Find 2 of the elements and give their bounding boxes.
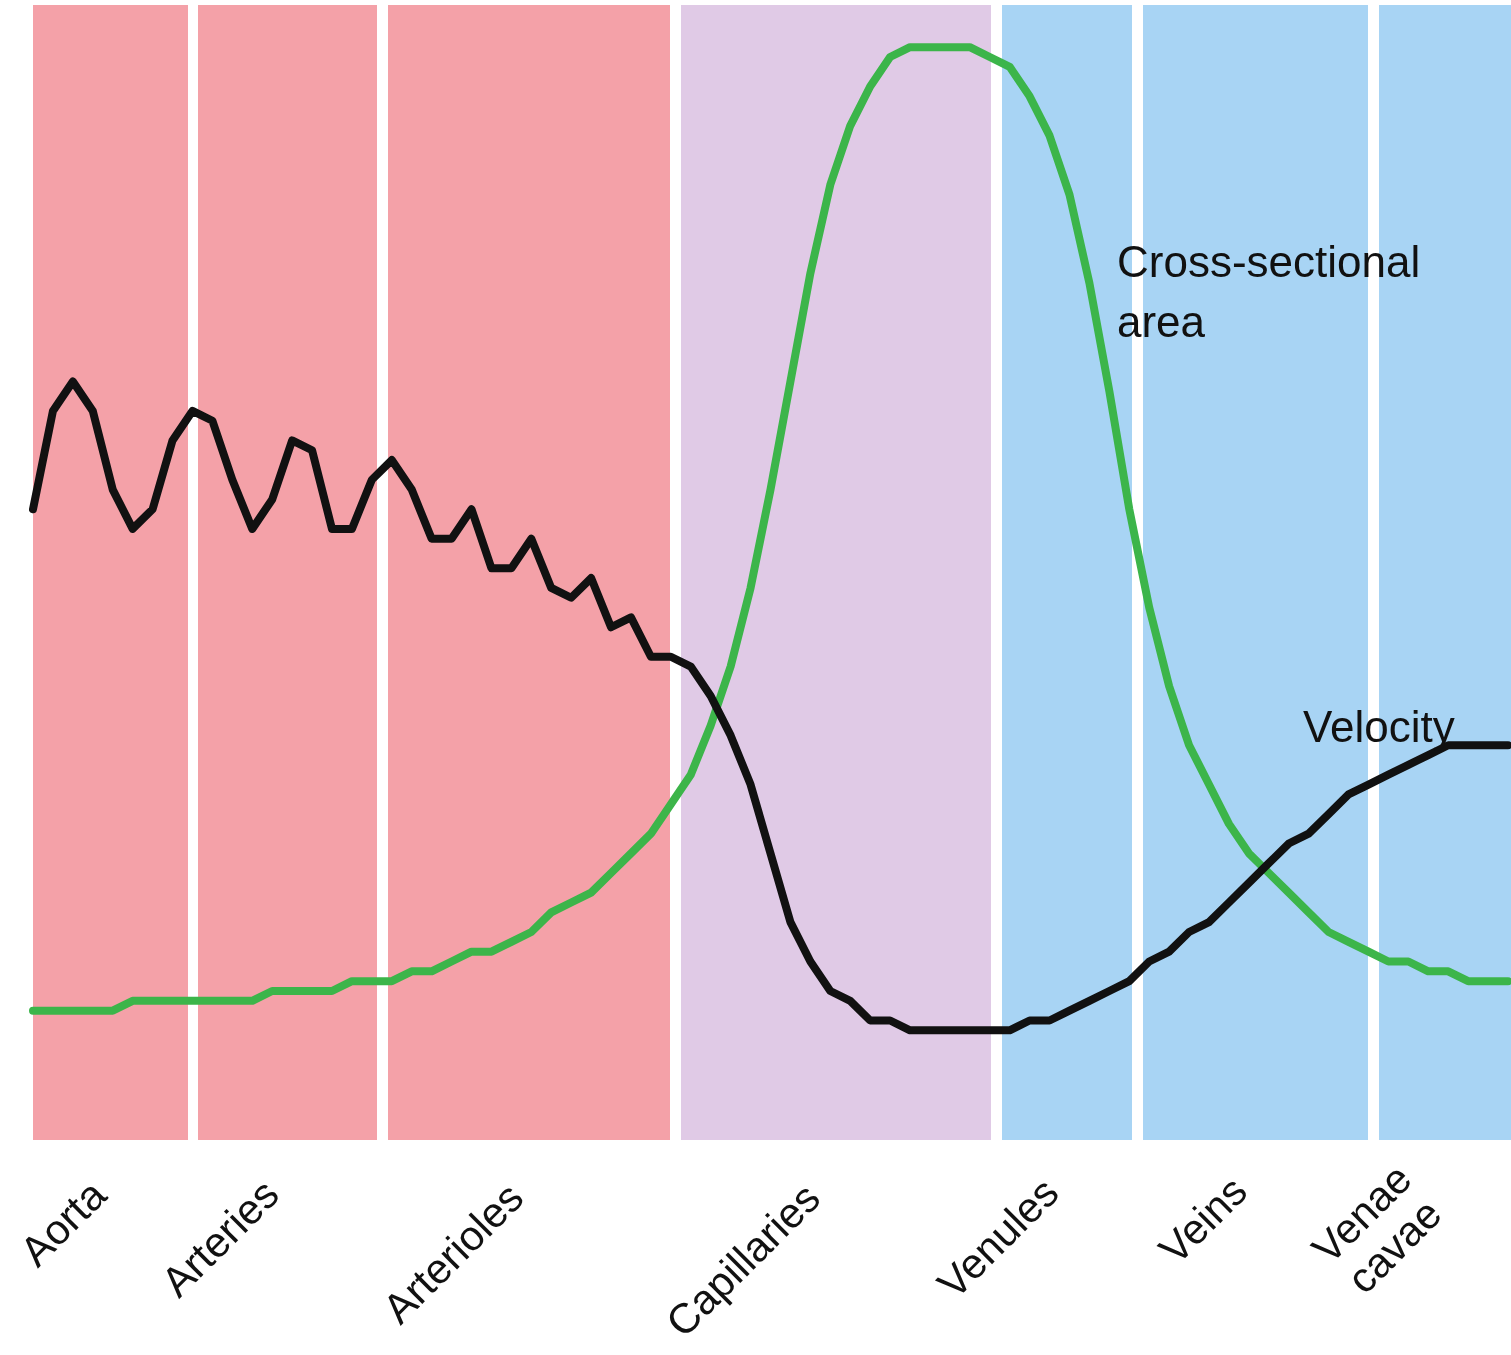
series-label: Velocity [1303, 702, 1455, 752]
series-label: Cross-sectional area [1117, 237, 1421, 347]
